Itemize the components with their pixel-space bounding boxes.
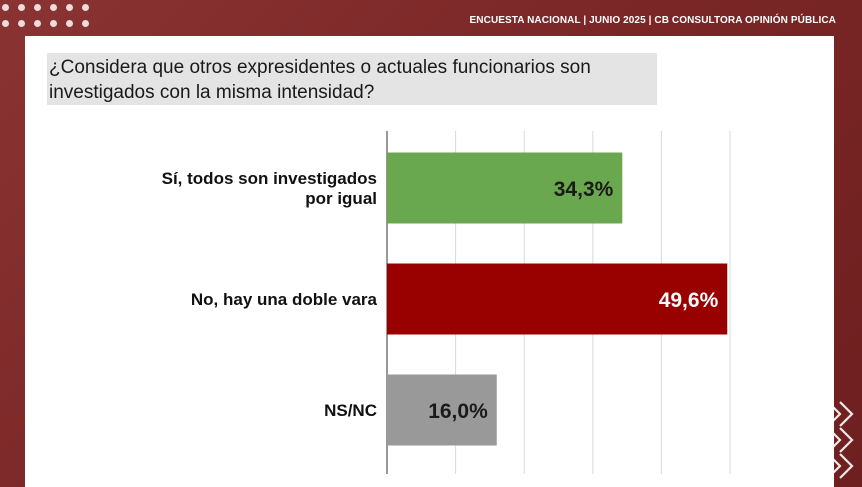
decorative-dot xyxy=(66,4,73,11)
decorative-dot xyxy=(82,20,89,27)
chart-card: ¿Considera que otros expresidentes o act… xyxy=(25,36,834,487)
category-label: NS/NC xyxy=(324,401,377,420)
decorative-dot xyxy=(50,4,57,11)
chevron-decoration-icon xyxy=(815,401,854,479)
decorative-dot xyxy=(34,4,41,11)
decorative-dots xyxy=(0,4,100,34)
category-label: No, hay una doble vara xyxy=(191,290,378,309)
decorative-dot xyxy=(34,20,41,27)
bar xyxy=(387,374,497,446)
decorative-dot xyxy=(50,20,57,27)
bar xyxy=(387,263,728,335)
category-label: Sí, todos son investigados por igual xyxy=(162,169,377,208)
question-title: ¿Considera que otros expresidentes o act… xyxy=(47,53,657,105)
header-title: ENCUESTA NACIONAL | JUNIO 2025 | CB CONS… xyxy=(469,15,836,26)
bar xyxy=(387,152,623,224)
decorative-dot xyxy=(2,20,9,27)
data-label: 49,6% xyxy=(659,289,719,312)
decorative-dot xyxy=(18,20,25,27)
decorative-dot xyxy=(18,4,25,11)
decorative-dot xyxy=(66,20,73,27)
data-label: 34,3% xyxy=(554,178,614,201)
decorative-dot xyxy=(82,4,89,11)
data-label: 16,0% xyxy=(428,400,488,423)
bar-chart: 34,3% Sí, todos son investigados por igual… xyxy=(162,131,731,474)
decorative-dot xyxy=(2,4,9,11)
